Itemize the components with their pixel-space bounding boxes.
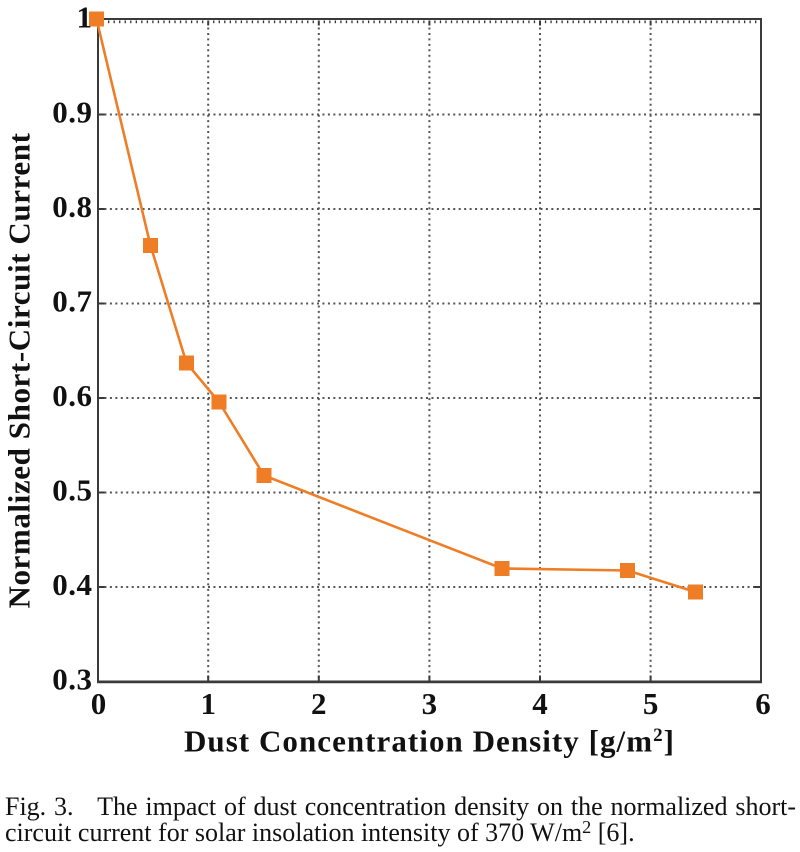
svg-text:3: 3	[422, 686, 438, 721]
svg-text:4: 4	[532, 686, 548, 721]
svg-text:Normalized Short-Circuit Curre: Normalized Short-Circuit Current	[2, 132, 37, 608]
svg-text:0.6: 0.6	[52, 378, 92, 413]
svg-text:0.5: 0.5	[52, 473, 92, 508]
svg-text:5: 5	[643, 686, 659, 721]
svg-text:0: 0	[91, 686, 107, 721]
svg-text:0.9: 0.9	[52, 95, 92, 130]
svg-text:6: 6	[755, 686, 771, 721]
svg-text:0.7: 0.7	[52, 284, 92, 319]
svg-text:1: 1	[200, 686, 216, 721]
svg-text:2: 2	[311, 686, 327, 721]
svg-text:0.8: 0.8	[52, 189, 92, 224]
svg-text:Dust Concentration Density [g/: Dust Concentration Density [g/m2]	[184, 724, 675, 759]
svg-text:1: 1	[77, 0, 93, 35]
svg-text:0.4: 0.4	[52, 567, 92, 602]
svg-text:0.3: 0.3	[52, 662, 92, 697]
